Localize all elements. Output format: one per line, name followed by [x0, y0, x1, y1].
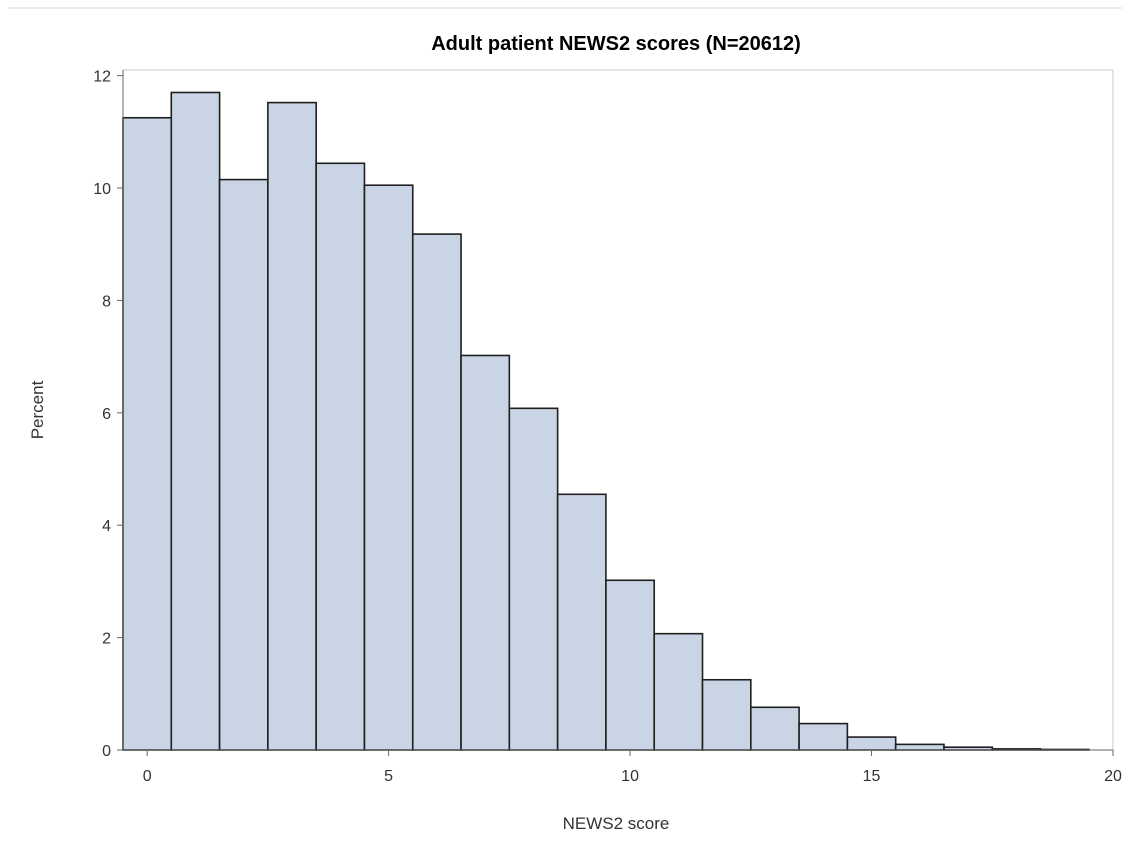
y-tick-label: 4: [102, 518, 111, 535]
histogram-bar: [411, 233, 462, 751]
histogram-bar: [556, 493, 607, 751]
x-tick-label: 5: [384, 768, 393, 785]
x-tick-label: 20: [1104, 768, 1122, 785]
histogram-bar: [218, 178, 269, 751]
histogram-bar: [315, 162, 366, 751]
y-tick-label: 2: [102, 631, 111, 648]
histogram-bar: [460, 354, 511, 751]
histogram-bar: [701, 678, 752, 751]
histogram-bar: [605, 579, 656, 751]
histogram-bar: [750, 706, 800, 751]
y-tick-label: 12: [93, 69, 111, 86]
y-tick-label: 8: [102, 293, 111, 310]
histogram-bar: [170, 91, 221, 751]
x-tick-label: 0: [143, 768, 152, 785]
histogram-bar: [508, 407, 559, 751]
histogram-bar: [122, 116, 173, 751]
y-tick-label: 6: [102, 406, 111, 423]
y-tick-label: 10: [93, 181, 111, 198]
histogram-bar: [798, 722, 849, 751]
histogram-bar: [653, 632, 704, 751]
histogram-bar: [363, 184, 414, 751]
y-tick-label: 0: [102, 743, 111, 760]
x-axis-label: NEWS2 score: [563, 814, 670, 833]
histogram-bar: [846, 736, 897, 751]
y-axis-label: Percent: [28, 380, 47, 439]
x-tick-label: 15: [863, 768, 881, 785]
histogram-bar: [894, 743, 945, 751]
plot-area: 0 2 4 6 8 10 12 0 5 10 15 20: [93, 69, 1122, 785]
histogram-bar: [267, 101, 317, 751]
x-tick-label: 10: [621, 768, 639, 785]
chart-title: Adult patient NEWS2 scores (N=20612): [431, 33, 801, 55]
